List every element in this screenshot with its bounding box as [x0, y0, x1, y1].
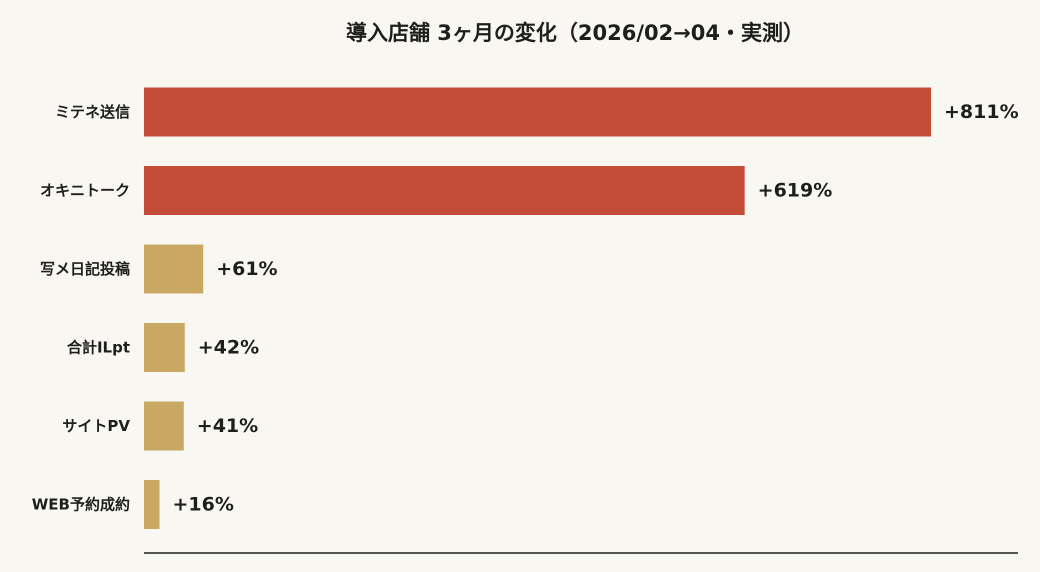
category-label-0: ミテネ送信 [55, 103, 130, 121]
chart-title: 導入店舗 3ヶ月の変化（2026/02→04・実測） [346, 21, 804, 45]
value-label-5: +16% [173, 494, 234, 516]
category-label-4: サイトPV [62, 417, 130, 435]
category-label-5: WEB予約成約 [32, 496, 130, 514]
bar-0 [144, 87, 931, 137]
category-label-2: 写メ日記投稿 [40, 260, 130, 278]
value-label-3: +42% [198, 337, 259, 359]
bar-2 [144, 244, 204, 294]
bar-5 [144, 480, 160, 529]
category-label-1: オキニトーク [40, 182, 130, 200]
value-label-1: +619% [758, 180, 833, 202]
value-label-2: +61% [216, 258, 277, 280]
value-label-0: +811% [944, 101, 1019, 123]
bars-group: ミテネ送信 +811% オキニトーク +619% 写メ日記投稿 +61% 合計ILpt +42… [32, 87, 1019, 529]
bar-1 [144, 166, 745, 215]
value-label-4: +41% [197, 415, 258, 437]
category-label-3: 合計ILpt [66, 339, 130, 357]
bar-3 [144, 323, 185, 372]
bar-4 [144, 401, 184, 451]
